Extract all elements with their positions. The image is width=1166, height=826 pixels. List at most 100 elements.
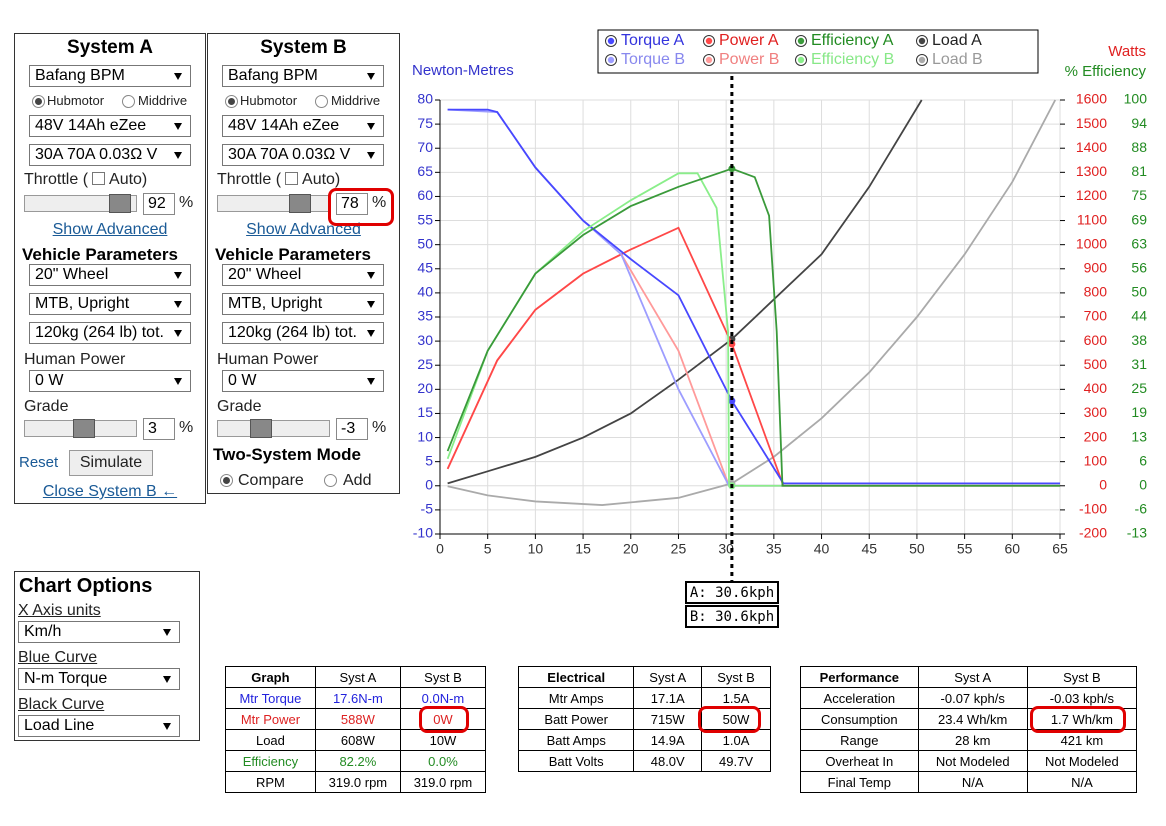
radio-label: Add bbox=[343, 472, 372, 489]
header-cell: Performance bbox=[800, 666, 919, 688]
y3-tick-label: 88 bbox=[1131, 139, 1147, 155]
checkbox[interactable] bbox=[285, 172, 299, 185]
cell: Mtr Power bbox=[225, 708, 316, 730]
cell: Batt Volts bbox=[517, 750, 635, 772]
checkbox[interactable] bbox=[92, 172, 106, 185]
y3-tick-label: 94 bbox=[1131, 115, 1147, 131]
link[interactable]: Close System B ← bbox=[42, 483, 178, 500]
cell: -0.07 kph/s bbox=[917, 687, 1028, 709]
slider[interactable] bbox=[24, 419, 137, 438]
section-title: Vehicle Parameters bbox=[22, 245, 178, 264]
dropdown[interactable]: 0 W bbox=[29, 370, 191, 392]
x-tick-label: 40 bbox=[814, 541, 830, 557]
dropdown[interactable]: 48V 14Ah eZee bbox=[222, 115, 384, 137]
y-tick-label: 0 bbox=[425, 476, 433, 492]
dropdown[interactable]: Bafang BPM bbox=[222, 65, 384, 87]
dropdown[interactable]: 20" Wheel bbox=[29, 264, 191, 286]
dropdown[interactable]: 20" Wheel bbox=[222, 264, 384, 286]
highlight bbox=[1030, 706, 1126, 733]
axis-title: Watts bbox=[1108, 43, 1146, 60]
dropdown-text: 120kg (264 lb) tot. bbox=[35, 324, 164, 341]
y3-tick-label: 19 bbox=[1131, 404, 1147, 420]
cell: Batt Power bbox=[517, 708, 635, 730]
dropdown-arrow bbox=[367, 330, 375, 337]
dropdown-arrow bbox=[367, 123, 375, 130]
x-tick-label: 15 bbox=[575, 541, 591, 557]
radio[interactable] bbox=[225, 95, 238, 108]
slider-thumb bbox=[108, 194, 131, 213]
reset-link[interactable]: Reset bbox=[19, 454, 59, 471]
slider[interactable] bbox=[217, 194, 330, 213]
dropdown[interactable]: 120kg (264 lb) tot. bbox=[222, 322, 384, 344]
cursor-label: A: 30.6kph bbox=[690, 585, 774, 601]
link[interactable]: Show Advanced bbox=[52, 221, 168, 238]
radio[interactable] bbox=[315, 95, 328, 108]
series-line bbox=[447, 99, 923, 485]
dropdown[interactable]: 0 W bbox=[222, 370, 384, 392]
y3-tick-label: -13 bbox=[1127, 525, 1147, 541]
dropdown-arrow bbox=[174, 272, 182, 279]
dropdown-arrow bbox=[367, 301, 375, 308]
throttle-label: Throttle (Auto) bbox=[217, 171, 340, 189]
input[interactable]: 3 bbox=[143, 418, 175, 440]
input[interactable]: 92 bbox=[143, 193, 175, 215]
cell: 48.0V bbox=[633, 750, 703, 772]
cell: Efficiency bbox=[225, 750, 316, 772]
dropdown-arrow bbox=[367, 378, 375, 385]
slider[interactable] bbox=[24, 194, 137, 213]
radio-label: Middrive bbox=[331, 93, 381, 108]
text: Throttle ( bbox=[217, 171, 282, 188]
axis-title: Newton-Metres bbox=[412, 62, 514, 79]
cell: 23.4 Wh/km bbox=[917, 708, 1028, 730]
radio[interactable] bbox=[324, 474, 337, 487]
dropdown-arrow bbox=[163, 723, 171, 730]
radio[interactable] bbox=[122, 95, 135, 108]
dropdown[interactable]: 30A 70A 0.03Ω V bbox=[222, 144, 384, 166]
x-tick-label: 0 bbox=[436, 541, 444, 557]
series-line bbox=[447, 108, 1060, 485]
label: Blue Curve bbox=[18, 649, 98, 666]
row: Acceleration -0.07 kph/s -0.03 kph/s bbox=[800, 687, 1138, 709]
dropdown[interactable]: 48V 14Ah eZee bbox=[29, 115, 191, 137]
input[interactable]: 78 bbox=[336, 193, 368, 215]
y2-tick-label: 1400 bbox=[1076, 139, 1107, 155]
dropdown[interactable]: Bafang BPM bbox=[29, 65, 191, 87]
radio-label: Hubmotor bbox=[47, 93, 105, 108]
dropdown[interactable]: 30A 70A 0.03Ω V bbox=[29, 144, 191, 166]
label: Grade bbox=[24, 398, 69, 415]
radio[interactable] bbox=[220, 474, 233, 487]
cell: Mtr Torque bbox=[225, 687, 316, 709]
slider[interactable] bbox=[217, 419, 330, 438]
x-tick-label: 25 bbox=[671, 541, 687, 557]
dropdown-text: 20" Wheel bbox=[228, 266, 302, 283]
dropdown[interactable]: N-m Torque bbox=[18, 668, 180, 690]
y2-tick-label: 1300 bbox=[1076, 163, 1107, 179]
cell: 319.0 rpm bbox=[399, 771, 487, 793]
radio[interactable] bbox=[32, 95, 45, 108]
y2-tick-label: -200 bbox=[1079, 525, 1107, 541]
cell: Overheat In bbox=[800, 750, 919, 772]
dropdown[interactable]: 120kg (264 lb) tot. bbox=[29, 322, 191, 344]
input[interactable]: -3 bbox=[336, 418, 368, 440]
slider-thumb bbox=[73, 419, 96, 438]
label: Grade bbox=[217, 398, 262, 415]
x-tick-label: 65 bbox=[1052, 541, 1068, 557]
dropdown[interactable]: MTB, Upright bbox=[222, 293, 384, 315]
legend-swatch bbox=[705, 37, 713, 45]
dropdown[interactable]: Km/h bbox=[18, 621, 180, 643]
y2-tick-label: 1100 bbox=[1077, 211, 1107, 227]
dropdown[interactable]: Load Line bbox=[18, 715, 180, 737]
legend-label: Torque A bbox=[621, 32, 684, 49]
button[interactable]: Simulate bbox=[69, 450, 153, 476]
dropdown-arrow bbox=[174, 378, 182, 385]
x-tick-label: 45 bbox=[861, 541, 877, 557]
y3-tick-label: 25 bbox=[1131, 380, 1147, 396]
y3-tick-label: 69 bbox=[1131, 211, 1147, 227]
header-cell: Syst A bbox=[314, 666, 401, 688]
unit: % bbox=[179, 194, 194, 211]
dropdown[interactable]: MTB, Upright bbox=[29, 293, 191, 315]
row: Consumption 23.4 Wh/km 1.7 Wh/km bbox=[800, 708, 1138, 730]
y-tick-label: 40 bbox=[417, 284, 433, 300]
label: X Axis units bbox=[18, 602, 101, 619]
